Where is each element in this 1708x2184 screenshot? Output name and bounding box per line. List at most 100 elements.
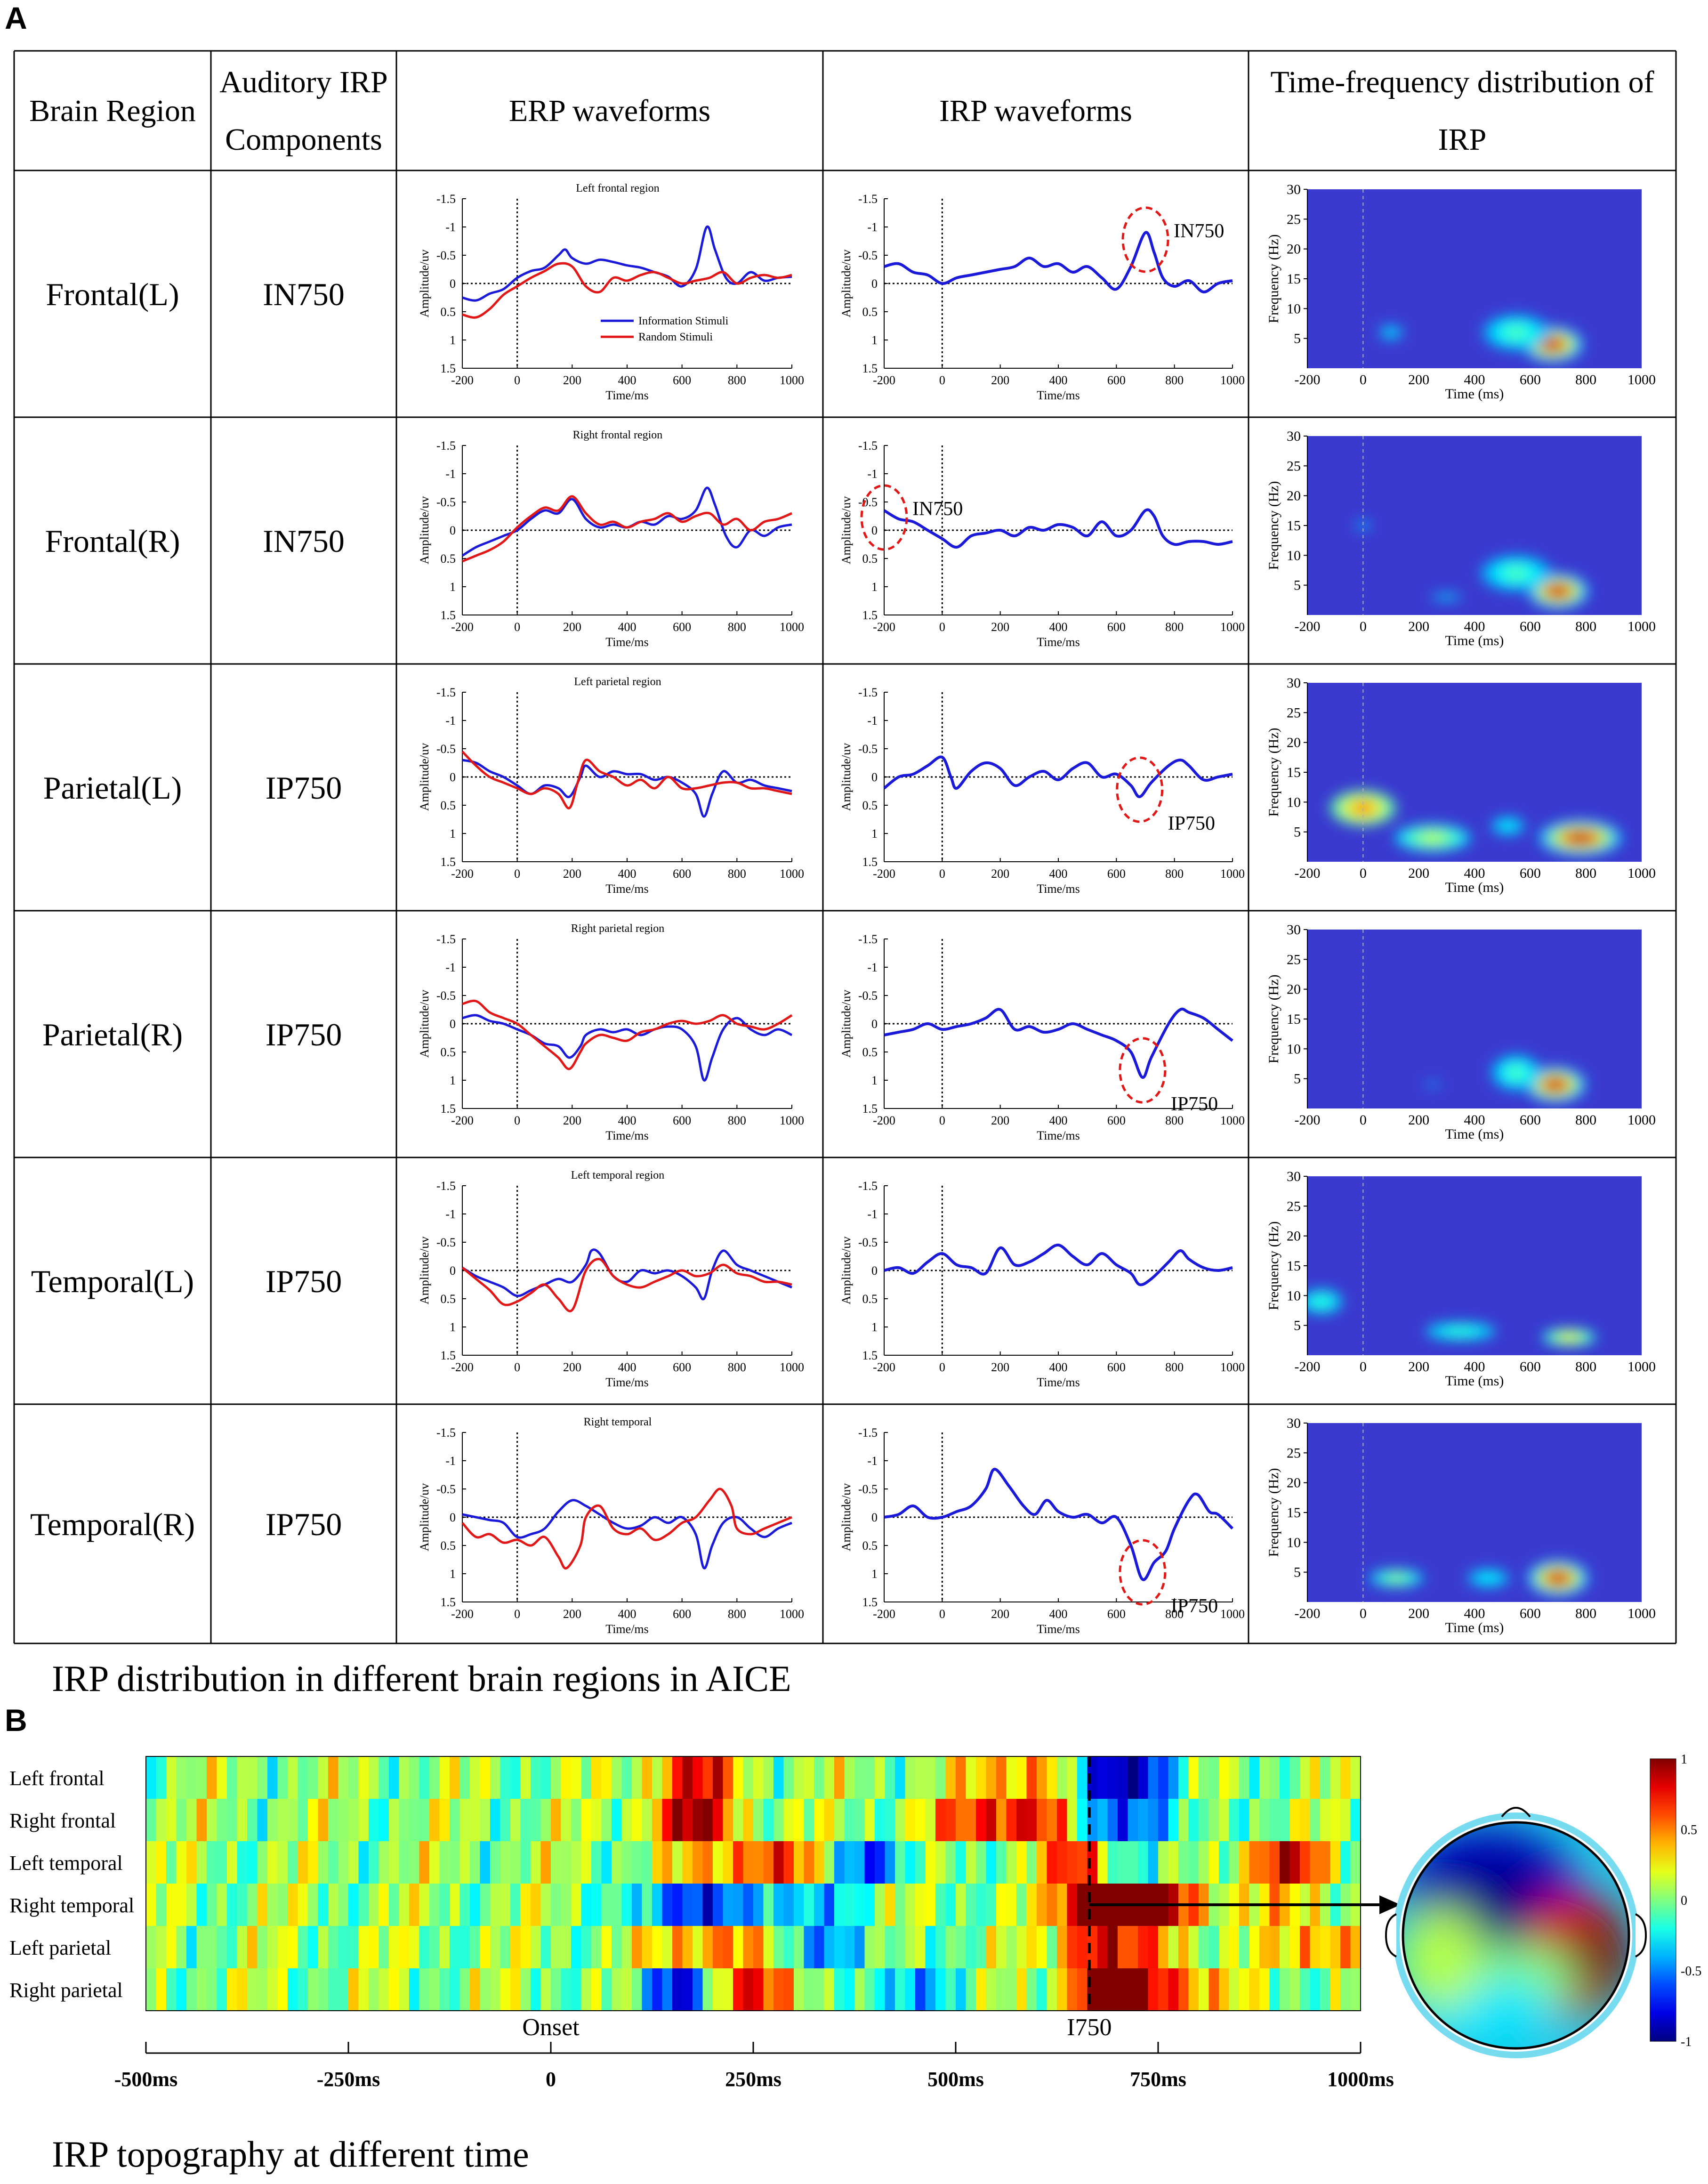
heatmap-cell [176,1799,187,1842]
heatmap-cell [763,1841,774,1884]
heatmap-cell [409,1968,420,2011]
heatmap-cell [763,1968,774,2011]
heatmap-cell [824,1968,835,2011]
heatmap-cell [915,1756,926,1799]
tf-y-tick-label: 15 [1287,1011,1301,1027]
colorbar-tick-label: 0 [1681,1893,1687,1908]
heatmap-cell [1107,1968,1118,2011]
x-tick-label: 600 [1107,1360,1126,1374]
heatmap-cell [1158,1756,1169,1799]
heatmap-cell [1300,1756,1311,1799]
heatmap-cell [966,1884,976,1926]
heatmap-cell [267,1841,278,1884]
heatmap-cell [288,1968,298,2011]
heatmap-cell [1280,1799,1290,1842]
heatmap-cell [1310,1968,1321,2011]
tf-y-tick-label: 30 [1287,922,1301,938]
heatmap-cell [986,1841,997,1884]
heatmap-cell [1219,1841,1230,1884]
tf-y-tick-label: 20 [1287,735,1301,751]
heatmap-cell [986,1756,997,1799]
heatmap-cell [459,1926,470,1969]
heatmap-cell [531,1926,541,1969]
heatmap-cell [824,1756,835,1799]
heatmap-cell [804,1926,814,1969]
heatmap-cell [905,1756,916,1799]
heatmap-cell [338,1756,349,1799]
heatmap-cell [854,1799,865,1842]
table-header-4: Time-frequency distribution of [1270,65,1654,99]
tf-blob [1315,1298,1328,1305]
y-axis-label: Amplitude/uv [418,496,431,564]
colorbar [1650,1758,1676,2042]
heatmap-cell [986,1799,997,1842]
heatmap-cell [1178,1968,1189,2011]
erp-info-line [462,225,792,302]
tf-y-tick-label: 15 [1287,1258,1301,1274]
heatmap-cell [1047,1968,1057,2011]
heatmap-cell [905,1926,916,1969]
heatmap-cell [348,1926,359,1969]
colorbar-tick-label: -0.5 [1681,1964,1701,1979]
tf-heatmap [1307,436,1642,615]
heatmap-cell [1280,1926,1290,1969]
heatmap-cell [166,1926,177,1969]
tf-y-tick-label: 5 [1294,578,1301,593]
heatmap-cell [1350,1799,1361,1842]
heatmap-cell [1199,1799,1209,1842]
heatmap-cell [612,1926,622,1969]
heatmap-cell [176,1926,187,1969]
heatmap-cell [459,1799,470,1842]
heatmap-cell [1087,1841,1098,1884]
heatmap-cell [642,1799,653,1842]
tf-x-tick-label: -200 [1295,619,1321,634]
heatmap-cell [864,1756,875,1799]
irp-component-label: IP750 [266,1017,342,1052]
heatmap-cell [935,1756,946,1799]
heatmap-cell [1208,1926,1219,1969]
heatmap-cell [156,1756,167,1799]
x-tick-label: 1000 [780,1114,804,1127]
heatmap-cell [1239,1841,1250,1884]
tf-x-tick-label: 1000 [1627,619,1656,634]
heatmap-cell [1310,1799,1321,1842]
heatmap-cell [459,1884,470,1926]
heatmap-cell [794,1799,805,1842]
heatmap-cell [1016,1884,1027,1926]
heatmap-cell [470,1841,481,1884]
tf-y-tick-label: 20 [1287,1229,1301,1244]
tf-y-tick-label: 25 [1287,458,1301,474]
topography-blobs [1403,1827,1629,2044]
heatmap-cell [429,1841,440,1884]
heatmap-cell [753,1756,764,1799]
heatmap-cell [743,1799,754,1842]
heatmap-cell [632,1841,643,1884]
heatmap-cell [581,1884,592,1926]
y-tick-label: 1 [450,333,456,347]
heatmap-cell [925,1756,936,1799]
heatmap-cell [247,1799,258,1842]
y-tick-label: -1.5 [436,439,456,453]
irp-component-label: IP750 [266,770,342,806]
heatmap-cell [571,1884,582,1926]
tf-x-tick-label: 1000 [1627,1606,1656,1621]
y-tick-label: -1 [445,1207,456,1221]
heatmap-cell [925,1841,936,1884]
heatmap-cell [966,1799,976,1842]
heatmap-cell [298,1799,308,1842]
heatmap-cell [196,1841,207,1884]
heatmap-cell [1138,1841,1149,1884]
heatmap-cell [915,1841,926,1884]
heatmap-cell [176,1841,187,1884]
heatmap-cell [966,1841,976,1884]
heatmap-cell [723,1884,733,1926]
brain-region-label: Temporal(L) [31,1263,194,1299]
tf-y-tick-label: 25 [1287,705,1301,720]
erp-random-line [462,999,793,1070]
heatmap-cell [1330,1841,1341,1884]
tf-y-tick-label: 10 [1287,1535,1301,1550]
heatmap-cell [318,1799,329,1842]
heatmap-cell [935,1841,946,1884]
heatmap-cell [1097,1968,1108,2011]
heatmap-cell [1057,1884,1068,1926]
